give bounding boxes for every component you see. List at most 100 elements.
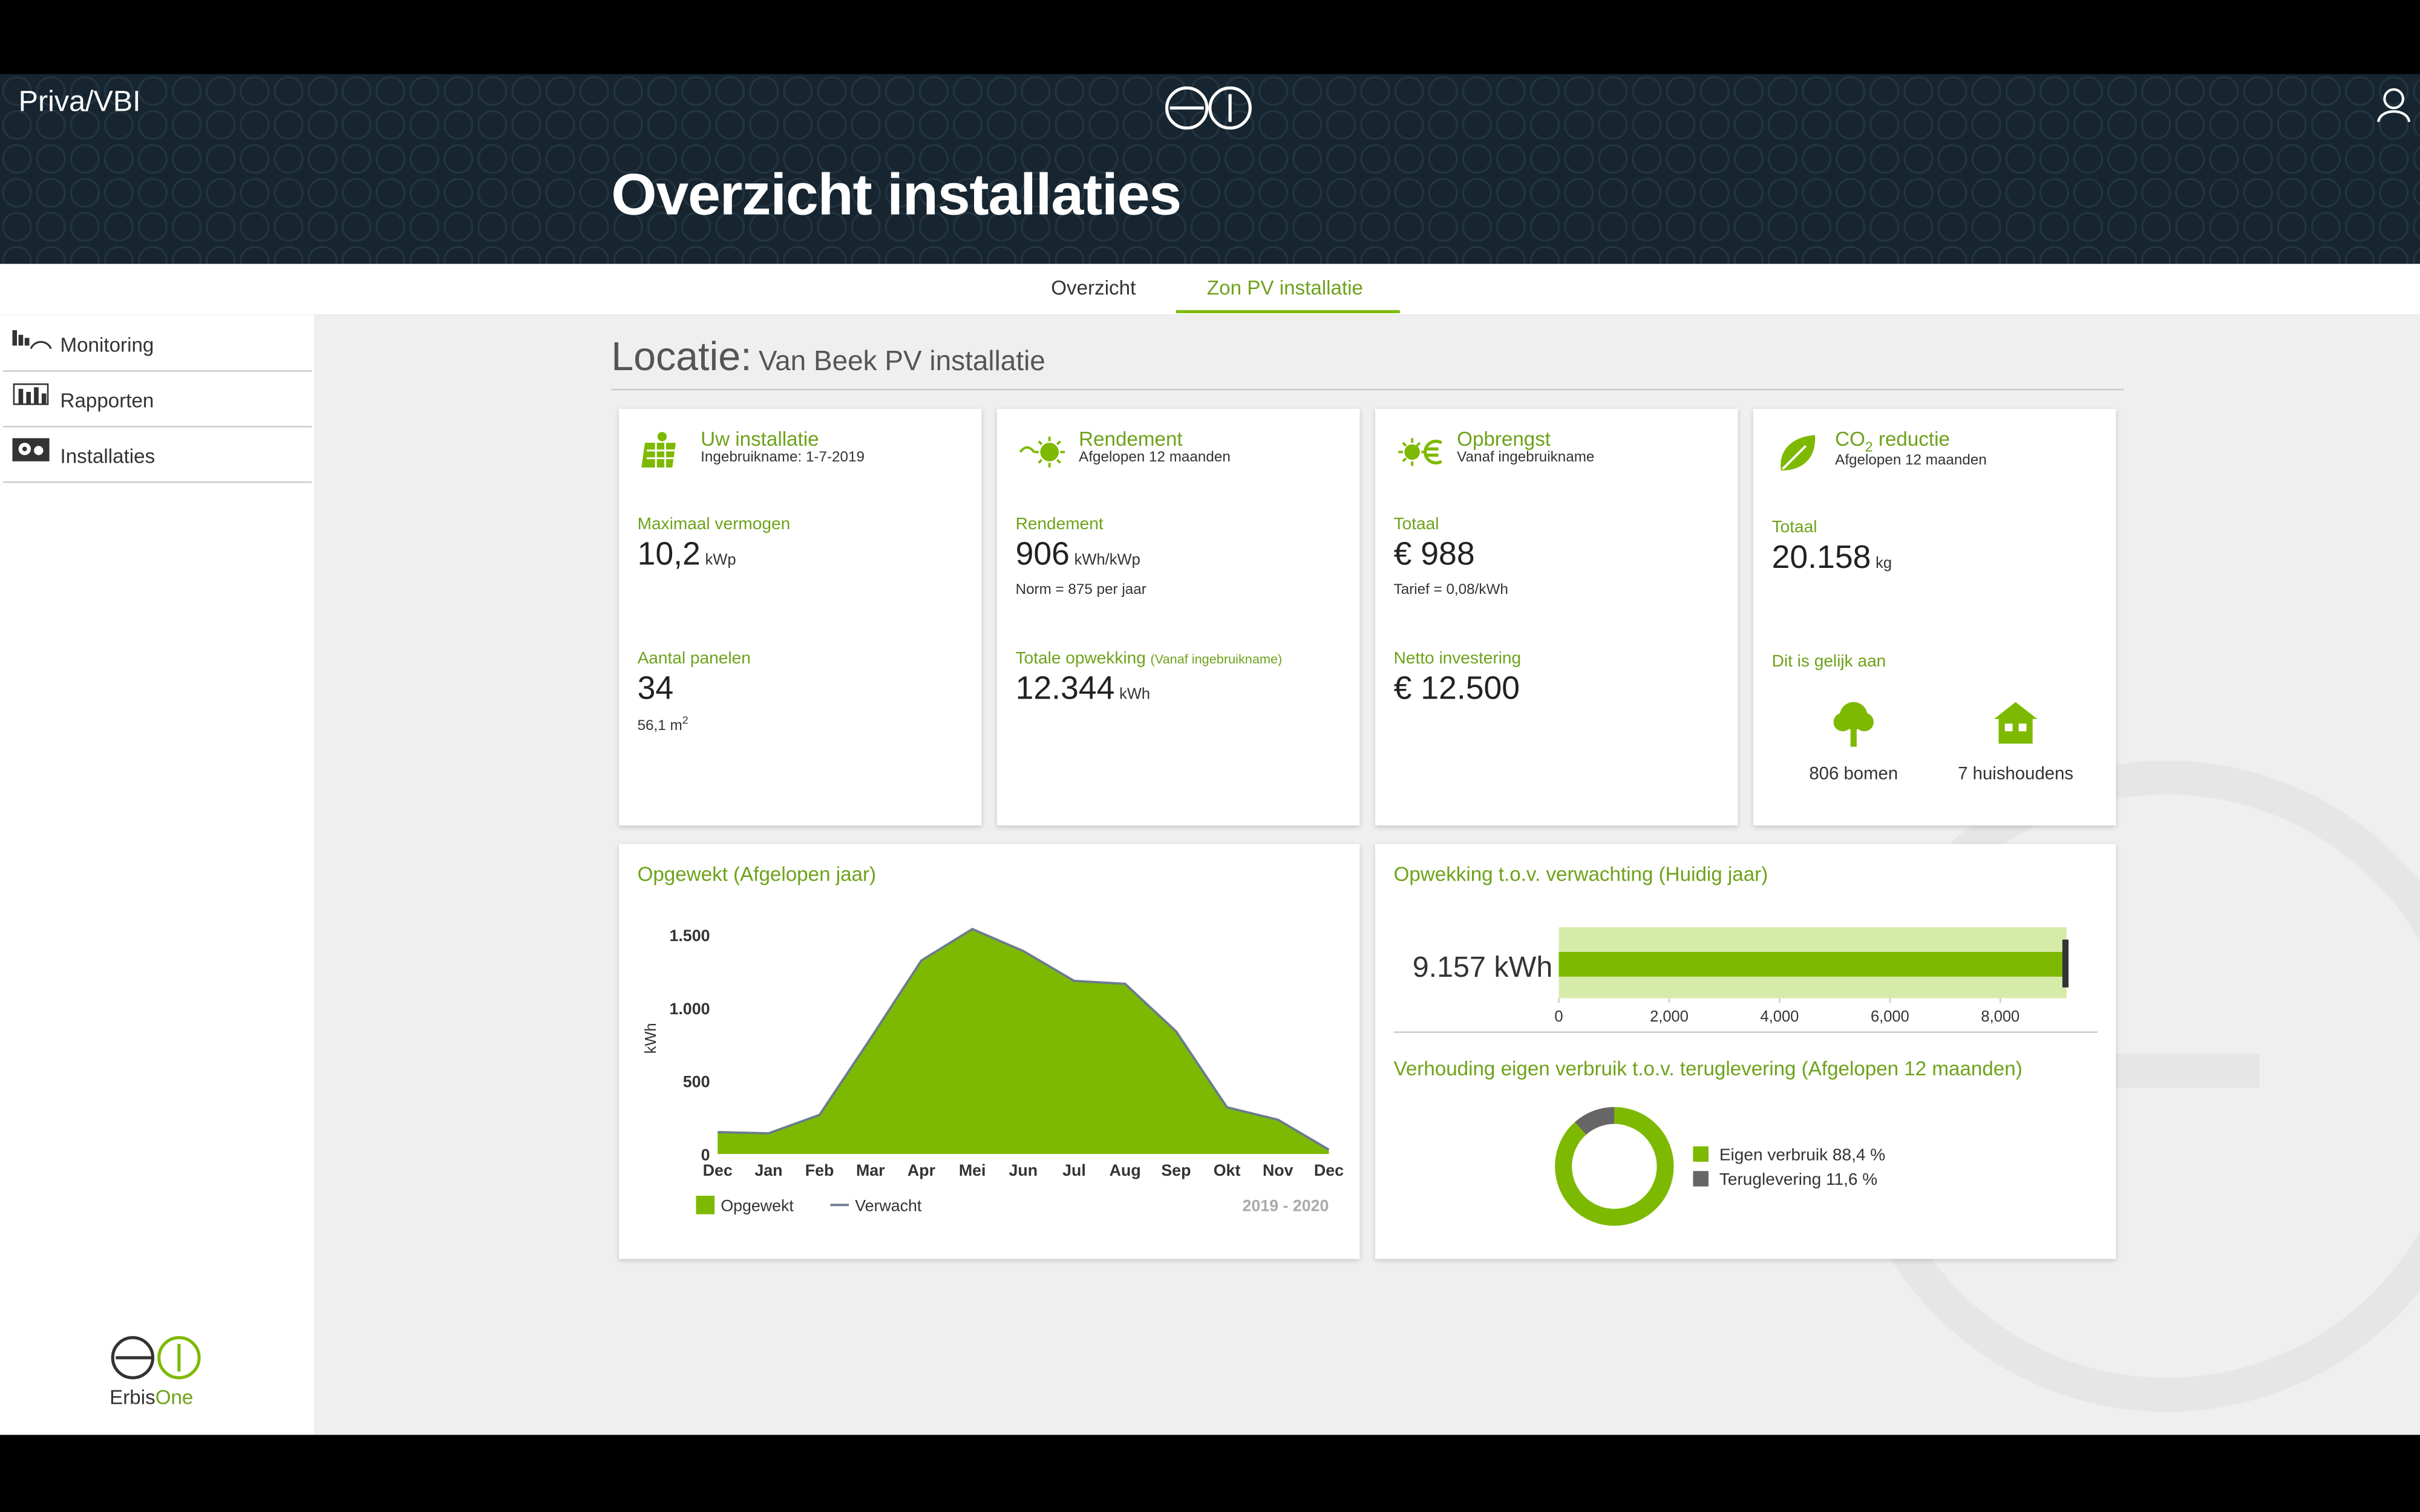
- label-text: Maximaal vermogen: [637, 515, 791, 534]
- metric-label: Maximaal vermogen: [638, 515, 791, 534]
- title-text: reductie: [1872, 427, 1950, 451]
- card-subtitle: Vanaf ingebruikname: [1457, 449, 1595, 466]
- logo: [1165, 86, 1252, 130]
- card: CO2 reductie Afgelopen 12 maanden Totaal 20…: [1753, 409, 2116, 826]
- metric-value: 10,2 kWp: [638, 537, 736, 574]
- metric-label: Totaal: [1772, 518, 1817, 537]
- menu-label: Installaties: [60, 444, 155, 468]
- logo-part: One: [155, 1385, 194, 1409]
- metric-note: 56,1 m2: [638, 716, 688, 735]
- value-unit: kWh: [1119, 686, 1151, 704]
- metric-label: Rendement: [1016, 515, 1104, 534]
- title-text: Uw installatie: [701, 427, 819, 451]
- value-text: € 12.500: [1393, 671, 1520, 707]
- equivalent-text: 806 bomen: [1809, 765, 1898, 784]
- icon: [13, 383, 49, 405]
- card: Uw installatie Ingebruikname: 1-7-2019 Max…: [618, 409, 982, 826]
- card-icon: [1398, 438, 1442, 466]
- card-subtitle: Ingebruikname: 1-7-2019: [701, 449, 865, 466]
- equivalent-text: 7 huishoudens: [1958, 765, 2074, 784]
- title-text: Rendement: [1079, 427, 1183, 451]
- label-text: Totaal: [1771, 518, 1817, 537]
- card-title: Rendement: [1079, 428, 1182, 451]
- user-icon[interactable]: [2377, 86, 2411, 123]
- chart-title: Opgewekt (Afgelopen jaar): [637, 862, 877, 886]
- chart-card: Opgewekt (Afgelopen jaar): [618, 844, 1360, 1259]
- erbis-logo: [111, 1336, 201, 1380]
- note-text: Tarief = 0,08/kWh: [1393, 581, 1508, 599]
- tab-underline: [1176, 310, 1400, 313]
- card-subtitle: Afgelopen 12 maanden: [1835, 452, 1987, 469]
- sidebar: Monitoring Rapporten Installaties ErbisO…: [0, 314, 315, 1435]
- metric-value: 906 kWh/kWp: [1016, 537, 1140, 574]
- card-title: Uw installatie: [701, 428, 819, 451]
- value-unit: kWp: [705, 552, 736, 570]
- metric-value: 20.158 kg: [1772, 540, 1892, 577]
- card-subtitle: Afgelopen 12 maanden: [1079, 449, 1231, 466]
- tab[interactable]: Overzicht: [1051, 276, 1136, 299]
- metric-value: 34: [638, 671, 674, 708]
- card-icon: [1781, 435, 1816, 471]
- equivalent-icon: [1833, 702, 1874, 747]
- title-sub: 2: [1865, 439, 1873, 455]
- label-text: Aantal panelen: [637, 649, 751, 668]
- tab-bar: Overzicht Zon PV installatie: [0, 264, 2420, 315]
- erbis-wordmark: ErbisOne: [110, 1386, 193, 1409]
- note-text: 56,1 m: [637, 717, 682, 735]
- value-text: 34: [637, 671, 674, 707]
- icon: [12, 438, 50, 461]
- card-icon: [1019, 436, 1065, 468]
- tab-active[interactable]: Zon PV installatie: [1206, 276, 1363, 299]
- chart-title: Opwekking t.o.v. verwachting (Huidig jaa…: [1393, 862, 1768, 886]
- label-extra: (Vanaf ingebruikname): [1150, 651, 1283, 667]
- card-title: Opbrengst: [1457, 428, 1551, 451]
- label-text: Totale opwekking: [1015, 649, 1146, 668]
- menu-label: Rapporten: [60, 388, 154, 412]
- value-text: € 988: [1393, 536, 1475, 573]
- metric-value: € 12.500: [1394, 671, 1520, 708]
- chart-title: Verhouding eigen verbruik t.o.v. terugle…: [1393, 1057, 2023, 1080]
- note-text: Norm = 875 per jaar: [1015, 581, 1146, 599]
- equivalent-icon: [1993, 702, 2038, 744]
- card-title: CO2 reductie: [1835, 428, 1950, 455]
- value-text: 12.344: [1015, 671, 1115, 707]
- metric-note: Tarief = 0,08/kWh: [1394, 582, 1508, 599]
- card-icon: [641, 432, 679, 468]
- logo-part: Erbis: [110, 1385, 155, 1409]
- location-name: Van Beek PV installatie: [758, 345, 1045, 377]
- metric-label: Netto investering: [1394, 650, 1522, 668]
- metric-label: Aantal panelen: [638, 650, 751, 668]
- location-heading: Locatie: Van Beek PV installatie: [611, 333, 1045, 381]
- metric-label: Totale opwekking (Vanaf ingebruikname): [1016, 650, 1283, 668]
- value-unit: kWh/kWp: [1074, 552, 1140, 570]
- divider: [611, 388, 2124, 391]
- label-text: Netto investering: [1393, 649, 1522, 668]
- menu-label: Monitoring: [60, 333, 154, 357]
- title-text: CO: [1835, 427, 1865, 451]
- label-text: Totaal: [1393, 515, 1439, 534]
- value-text: 20.158: [1771, 539, 1871, 576]
- metric-value: € 988: [1394, 537, 1475, 574]
- location-label: Locatie:: [611, 333, 752, 380]
- metric-note: Norm = 875 per jaar: [1016, 582, 1146, 599]
- value-text: 906: [1015, 536, 1070, 573]
- card: Opbrengst Vanaf ingebruikname Totaal € 988 T…: [1375, 409, 1738, 826]
- page-title: Overzicht installaties: [611, 163, 1182, 229]
- menu-item[interactable]: Rapporten: [3, 370, 312, 428]
- menu-item[interactable]: Installaties: [3, 426, 312, 483]
- note-sup: 2: [682, 715, 688, 727]
- menu-item[interactable]: Monitoring: [3, 314, 312, 372]
- label-text: Rendement: [1015, 515, 1104, 534]
- equivalent-label: Dit is gelijk aan: [1771, 653, 1886, 671]
- title-text: Opbrengst: [1457, 427, 1551, 451]
- brand: Priva/VBI: [18, 86, 141, 119]
- value-unit: kg: [1876, 555, 1892, 573]
- metric-label: Totaal: [1394, 515, 1439, 534]
- card: Rendement Afgelopen 12 maanden Rendement 90…: [996, 409, 1360, 826]
- metric-value: 12.344 kWh: [1016, 671, 1151, 708]
- icon: [12, 330, 52, 350]
- value-text: 10,2: [637, 536, 701, 573]
- chart-card: Opwekking t.o.v. verwachting (Huidig jaa…: [1375, 844, 2116, 1259]
